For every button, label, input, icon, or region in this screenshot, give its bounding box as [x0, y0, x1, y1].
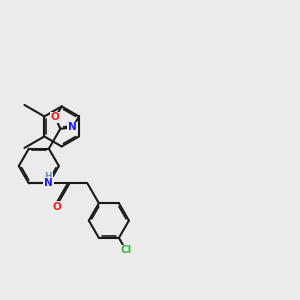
Text: O: O — [52, 202, 61, 212]
Text: N: N — [44, 178, 53, 188]
Text: Cl: Cl — [121, 245, 132, 256]
Text: O: O — [51, 112, 60, 122]
Text: N: N — [68, 122, 77, 132]
Text: H: H — [44, 172, 52, 182]
